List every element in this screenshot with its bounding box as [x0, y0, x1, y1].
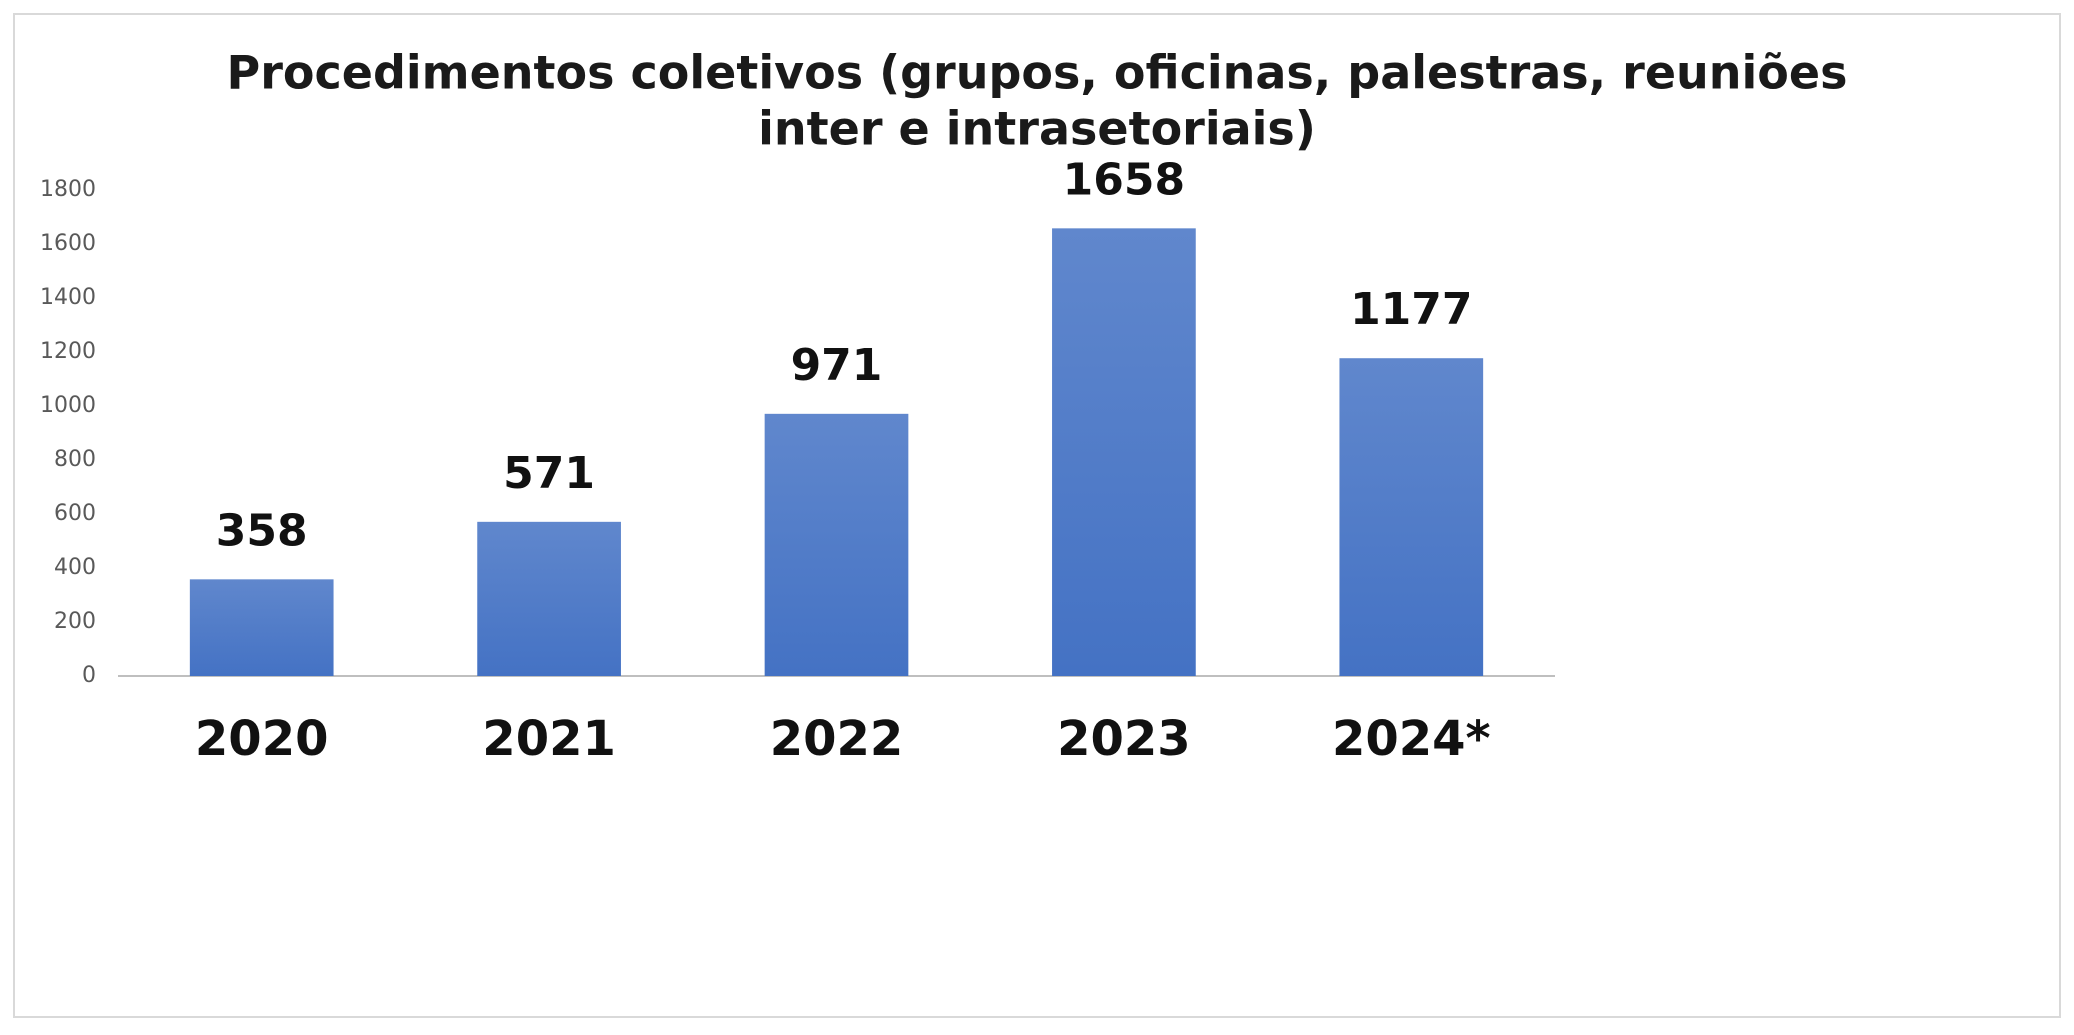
- bar: [1052, 228, 1196, 676]
- value-label: 358: [216, 505, 308, 556]
- x-tick-label: 2022: [770, 711, 904, 767]
- x-tick-label: 2023: [1057, 711, 1191, 767]
- x-tick-label: 2024*: [1332, 711, 1491, 767]
- y-tick-label: 600: [54, 501, 96, 526]
- y-tick-label: 1600: [40, 231, 96, 256]
- x-tick-label: 2020: [195, 711, 329, 767]
- bar: [189, 579, 334, 676]
- y-tick-label: 0: [82, 663, 96, 688]
- y-tick-label: 1800: [40, 177, 96, 202]
- chart-title: Procedimentos coletivos (grupos, oficina…: [226, 46, 1847, 100]
- value-label: 571: [503, 448, 595, 499]
- value-label: 1177: [1350, 284, 1472, 335]
- y-tick-label: 1000: [40, 393, 96, 418]
- value-label: 1658: [1063, 154, 1185, 205]
- y-tick-label: 800: [54, 447, 96, 472]
- y-tick-label: 200: [54, 609, 96, 634]
- x-tick-label: 2021: [482, 711, 616, 767]
- chart-frame: [13, 13, 2061, 1018]
- value-label: 971: [791, 340, 883, 391]
- y-tick-label: 1400: [40, 285, 96, 310]
- bar: [477, 521, 621, 676]
- y-tick-label: 1200: [40, 339, 96, 364]
- chart-title: inter e intrasetoriais): [758, 102, 1316, 156]
- bar: [1339, 358, 1484, 676]
- y-tick-label: 400: [54, 555, 96, 580]
- bar: [764, 413, 909, 676]
